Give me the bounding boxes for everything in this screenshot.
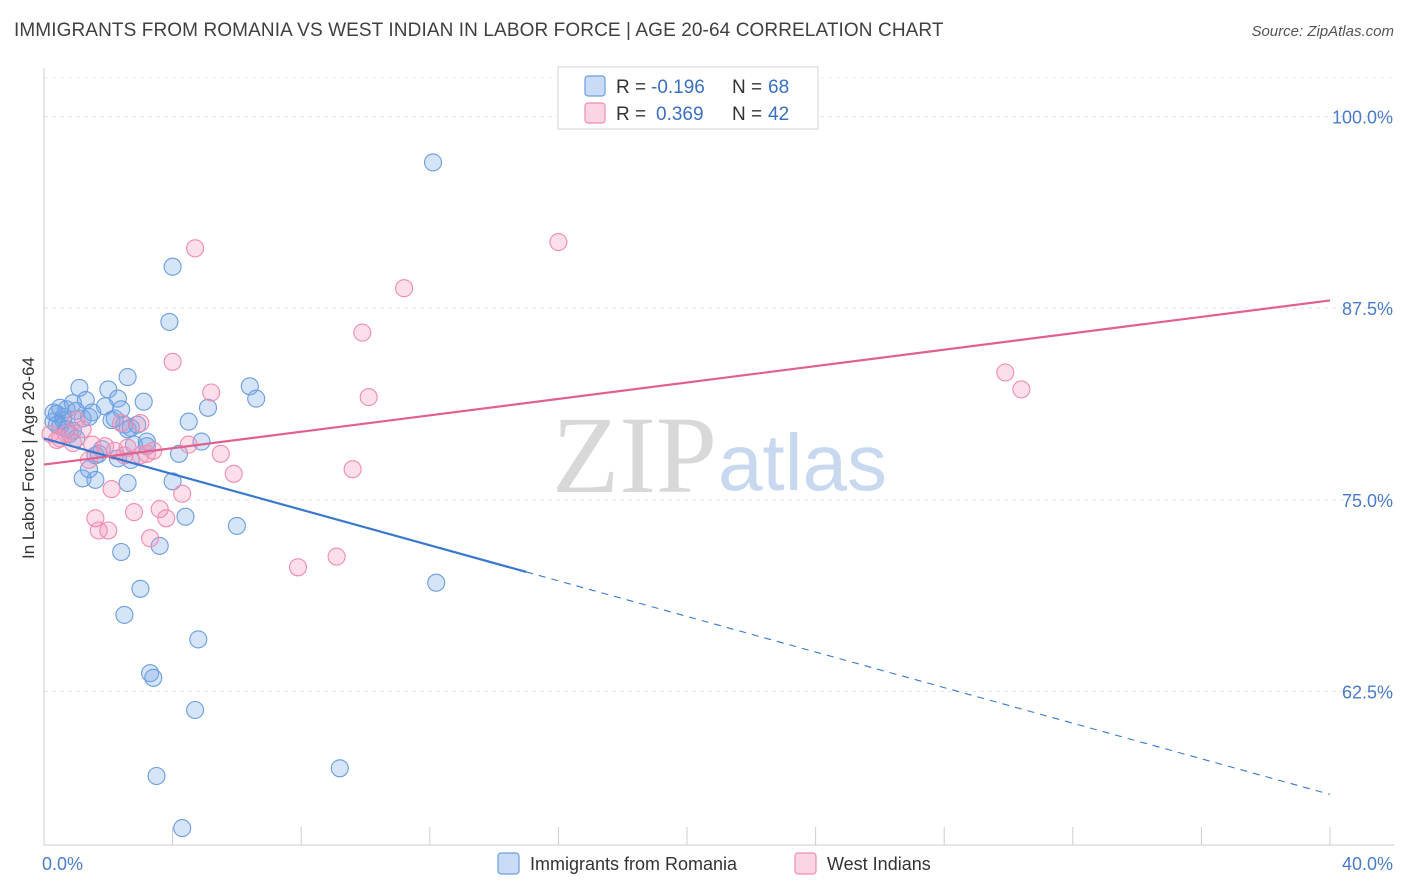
bottom-legend-label-romania: Immigrants from Romania bbox=[530, 854, 738, 874]
source-label: Source: ZipAtlas.com bbox=[1251, 23, 1394, 40]
romania-point-40 bbox=[163, 472, 182, 491]
romania-point-27 bbox=[118, 473, 137, 493]
romania-point-45 bbox=[186, 700, 205, 720]
bottom-legend-swatch-west-indians bbox=[794, 852, 817, 875]
legend-r-value-1: -0.196 bbox=[651, 77, 705, 98]
romania-point-35 bbox=[144, 668, 163, 687]
romania-point-41 bbox=[169, 444, 189, 463]
bottom-legend-swatch-romania bbox=[497, 852, 520, 875]
y-tick-label-0: 62.5% bbox=[1342, 683, 1393, 703]
west-indians-point-36 bbox=[359, 388, 378, 407]
west-indians-point-37 bbox=[395, 279, 414, 298]
legend-r-label-1: R = bbox=[616, 77, 646, 98]
west-indians-point-34 bbox=[343, 460, 362, 479]
romania-point-44 bbox=[179, 412, 198, 431]
romania-point-26 bbox=[115, 605, 134, 624]
x-tick-label-0: 0.0% bbox=[42, 854, 83, 874]
romania-point-42 bbox=[173, 819, 192, 838]
watermark: ZIP atlas bbox=[552, 394, 887, 516]
y-tick-labels: 62.5% 75.0% 87.5% 100.0% bbox=[1332, 107, 1393, 702]
west-indians-point-15 bbox=[112, 414, 131, 433]
west-indians-point-38 bbox=[549, 233, 568, 252]
romania-point-32 bbox=[134, 392, 153, 411]
west-indians-point-12 bbox=[99, 521, 118, 540]
romania-point-19 bbox=[108, 389, 127, 408]
romania-point-52 bbox=[330, 759, 349, 778]
romania-point-66 bbox=[128, 415, 147, 434]
west-indians-point-35 bbox=[353, 323, 372, 342]
trendline-west-indians bbox=[43, 299, 1331, 466]
romania-point-37 bbox=[150, 536, 169, 555]
romania-point-25 bbox=[112, 542, 131, 562]
west-indians-point-24 bbox=[157, 509, 176, 528]
west-indians-point-28 bbox=[186, 239, 205, 258]
west-indians-point-10 bbox=[89, 521, 108, 540]
y-tick-label-2: 87.5% bbox=[1342, 299, 1393, 319]
west-indians-point-30 bbox=[211, 444, 230, 463]
romania-point-51 bbox=[247, 389, 266, 408]
romania-point-20 bbox=[112, 400, 131, 419]
x-tick-label-1: 40.0% bbox=[1342, 854, 1393, 874]
axes bbox=[43, 68, 1394, 846]
west-indians-point-6 bbox=[73, 420, 92, 439]
west-indians-point-5 bbox=[67, 411, 86, 430]
romania-point-54 bbox=[427, 573, 446, 592]
west-indians-point-40 bbox=[1012, 380, 1031, 399]
watermark-atlas: atlas bbox=[718, 418, 887, 507]
bottom-legend-label-west-indians: West Indians bbox=[827, 854, 931, 874]
romania-point-17 bbox=[99, 380, 118, 399]
west-indians-point-23 bbox=[150, 500, 169, 519]
legend-n-label-2: N = bbox=[732, 104, 762, 125]
romania-point-58 bbox=[73, 409, 92, 428]
romania-point-53 bbox=[423, 153, 443, 172]
stats-legend: R = -0.196 N = 68 R = 0.369 N = 42 bbox=[557, 66, 819, 130]
romania-point-38 bbox=[160, 312, 179, 331]
romania-point-36 bbox=[147, 766, 166, 786]
romania-point-64 bbox=[51, 398, 70, 417]
legend-n-value-2: 42 bbox=[768, 104, 789, 125]
romania-point-48 bbox=[198, 398, 218, 417]
legend-swatch-romania bbox=[584, 75, 606, 97]
trendlines bbox=[43, 299, 1331, 795]
romania-point-28 bbox=[118, 368, 137, 387]
romania-point-43 bbox=[176, 507, 195, 526]
x-tick-labels: 0.0% 40.0% bbox=[42, 854, 1393, 874]
y-tick-label-3: 100.0% bbox=[1332, 107, 1393, 127]
west-indians-point-13 bbox=[102, 480, 121, 499]
series-legend: Immigrants from Romania West Indians bbox=[497, 852, 931, 875]
legend-r-value-2: 0.369 bbox=[656, 104, 704, 125]
trendline-romania-extension bbox=[526, 571, 1331, 795]
legend-swatch-west-indians bbox=[584, 102, 606, 124]
legend-r-label-2: R = bbox=[616, 104, 646, 125]
y-tick-label-1: 75.0% bbox=[1342, 491, 1393, 511]
romania-point-14 bbox=[86, 470, 105, 489]
west-indians-point-32 bbox=[288, 558, 308, 577]
romania-point-46 bbox=[189, 630, 208, 649]
west-indians-point-18 bbox=[124, 503, 144, 522]
y-axis-title: In Labor Force | Age 20-64 bbox=[19, 357, 38, 559]
series-romania-points bbox=[44, 153, 446, 838]
west-indians-point-25 bbox=[163, 352, 182, 371]
romania-point-39 bbox=[163, 257, 182, 276]
west-indians-point-41 bbox=[131, 414, 150, 433]
west-indians-point-33 bbox=[327, 547, 346, 566]
west-indians-point-21 bbox=[141, 529, 160, 548]
west-indians-point-26 bbox=[173, 484, 192, 503]
chart-title: IMMIGRANTS FROM ROMANIA VS WEST INDIAN I… bbox=[14, 20, 944, 41]
west-indians-point-39 bbox=[996, 363, 1015, 382]
watermark-zip: ZIP bbox=[552, 394, 717, 516]
romania-point-31 bbox=[131, 579, 150, 598]
west-indians-point-29 bbox=[202, 383, 221, 402]
legend-n-value-1: 68 bbox=[768, 77, 789, 98]
trendline-romania bbox=[43, 437, 527, 574]
west-indians-point-31 bbox=[224, 464, 243, 483]
romania-point-49 bbox=[227, 516, 246, 535]
legend-n-label-1: N = bbox=[732, 77, 762, 98]
